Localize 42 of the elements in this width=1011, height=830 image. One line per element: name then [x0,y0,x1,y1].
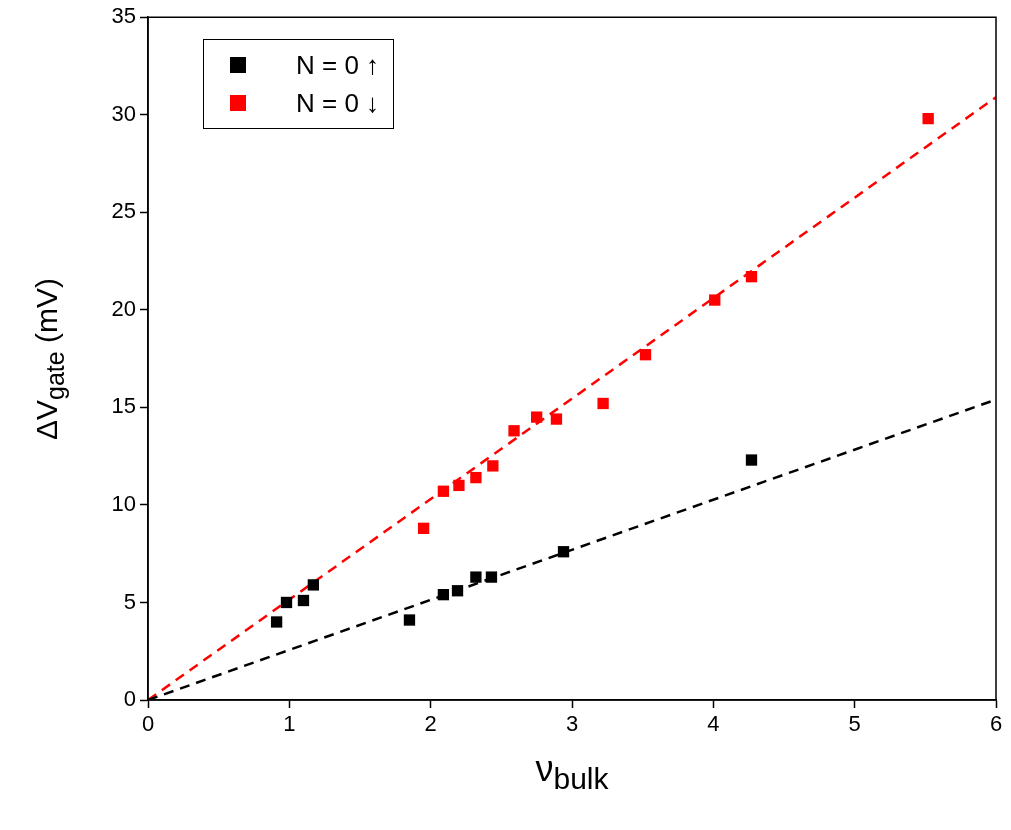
y-tick-label: 15 [111,393,136,419]
point [470,471,482,484]
x-tick-label: 5 [848,711,861,737]
point [437,589,450,601]
x-tick-label: 6 [989,711,1003,737]
legend-label: N = 0 ↓ [296,87,380,119]
x-tick-label: 3 [565,711,579,737]
point [437,485,450,497]
x-tick-label: 0 [141,711,155,737]
point [709,294,721,306]
x-tick-label: 2 [424,711,437,737]
point [485,571,498,583]
point [280,596,293,609]
x-axis-title: ν$_{bulk}$ [535,748,609,797]
point [403,614,416,626]
point [531,411,543,423]
point [453,479,465,492]
y-tick-label: 35 [111,3,136,29]
point [557,546,570,558]
point [597,397,609,410]
point [745,271,758,283]
point [297,594,310,607]
point [307,579,320,591]
y-tick-label: 30 [111,100,136,126]
point [270,616,283,628]
y-tick-label: 5 [123,588,136,614]
point [922,112,934,125]
y-tick-label: 10 [111,490,136,516]
point [487,460,499,472]
x-tick-label: 4 [707,711,720,737]
x-tick-label: 1 [283,711,296,737]
legend-label: N = 0 ↑ [296,49,380,81]
point [639,349,652,361]
point [508,425,520,437]
point [470,571,482,583]
point [745,454,758,466]
y-tick-label: 20 [111,295,136,321]
y-tick-label: 25 [111,198,136,224]
point [417,522,430,534]
point [451,585,464,597]
point [550,413,563,425]
y-tick-label: 0 [123,686,136,712]
